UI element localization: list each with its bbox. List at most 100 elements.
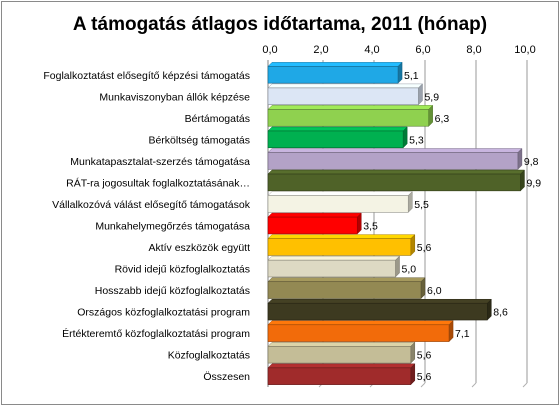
category-label: RÁT-ra jogosultak foglalkoztatásának… xyxy=(66,176,250,189)
bar-front-face xyxy=(267,302,488,321)
chart-title: A támogatás átlagos időtartama, 2011 (hó… xyxy=(72,14,488,35)
bar-front-face xyxy=(267,66,399,84)
bar-front-face xyxy=(267,87,419,105)
data-label: 9,9 xyxy=(526,177,541,189)
bar-front-face xyxy=(267,367,412,385)
category-label: Rövid idejű közfoglalkoztatás xyxy=(115,264,250,276)
bar-side-face xyxy=(410,234,416,257)
data-label: 5,6 xyxy=(417,371,432,383)
bar-side-face xyxy=(418,83,423,106)
bar-front-face xyxy=(267,152,519,170)
data-label: 3,5 xyxy=(363,221,378,233)
data-label: 6,0 xyxy=(427,285,442,297)
bar-top-face xyxy=(267,126,408,132)
category-label: Értékteremtő közfoglalkoztatási program xyxy=(62,327,250,340)
bar xyxy=(267,104,434,127)
data-label: 5,9 xyxy=(424,91,439,103)
category-label: Munkahelymegőrzés támogatása xyxy=(95,221,250,233)
bar xyxy=(267,212,362,235)
data-label: 5,6 xyxy=(417,350,432,362)
bar xyxy=(267,234,416,257)
gridline-floor xyxy=(471,382,477,388)
bar-top-face xyxy=(267,83,424,89)
bar-side-face xyxy=(517,147,523,170)
category-label: Közfoglalkoztatás xyxy=(168,350,250,362)
x-tick-label: 0,0 xyxy=(262,44,277,56)
bar xyxy=(267,169,526,192)
category-label: Vállalkozóvá válást elősegítő támogatáso… xyxy=(52,199,251,211)
x-tick-label: 4,0 xyxy=(364,44,379,56)
bar-side-face xyxy=(410,363,416,386)
x-tick-label: 2,0 xyxy=(313,44,328,56)
bar-top-face xyxy=(267,105,434,110)
data-label: 5,5 xyxy=(414,199,429,211)
category-label: Országos közfoglalkoztatási program xyxy=(77,307,250,319)
data-label: 8,6 xyxy=(493,307,508,319)
bar-front-face xyxy=(267,281,422,299)
bar xyxy=(267,83,424,106)
bar xyxy=(267,61,403,84)
data-label: 5,6 xyxy=(417,242,432,254)
bar-side-face xyxy=(408,190,413,213)
bar xyxy=(267,341,416,364)
data-label: 7,1 xyxy=(455,328,470,340)
category-label: Bérköltség támogatás xyxy=(148,134,250,146)
bar-side-face xyxy=(402,126,408,149)
category-label: Munkaviszonyban állók képzése xyxy=(99,91,250,103)
bar-side-face xyxy=(357,212,362,235)
bar-front-face xyxy=(267,195,409,213)
bar-side-face xyxy=(487,298,492,321)
data-label: 5,3 xyxy=(409,134,424,146)
bar-front-face xyxy=(267,216,358,235)
x-tick-label: 10,0 xyxy=(514,44,535,56)
bar-top-face xyxy=(267,255,401,261)
x-tick-label: 8,0 xyxy=(466,44,481,56)
bar-side-face xyxy=(520,169,525,192)
bar-top-face xyxy=(267,342,416,347)
data-label: 9,8 xyxy=(524,156,539,168)
bar-side-face xyxy=(397,61,403,84)
category-label: Aktív eszközök együtt xyxy=(148,242,250,254)
category-label: Foglalkoztatást elősegítő képzési támoga… xyxy=(43,70,250,82)
category-label: Hosszabb idejű közfoglalkoztatás xyxy=(95,285,250,297)
category-label: Munkatapasztalat-szerzés támogatása xyxy=(70,156,250,168)
bar-top-face xyxy=(267,363,416,369)
bar xyxy=(267,363,416,386)
gridline-floor xyxy=(420,382,426,388)
bar-side-face xyxy=(410,341,416,364)
bar-front-face xyxy=(267,109,429,127)
gridline-floor xyxy=(522,382,528,388)
bar xyxy=(267,298,492,321)
bar-side-face xyxy=(420,277,426,300)
bar-top-face xyxy=(267,277,426,282)
bar-front-face xyxy=(267,130,404,149)
category-label: Összesen xyxy=(203,371,250,383)
bar xyxy=(267,147,523,170)
bar-front-face xyxy=(267,238,412,256)
bar-top-face xyxy=(267,212,362,218)
bar xyxy=(267,126,408,149)
bar-top-face xyxy=(267,298,492,304)
bar-front-face xyxy=(267,346,412,364)
bar-side-face xyxy=(448,320,454,343)
bar-top-face xyxy=(267,62,403,67)
bar-top-face xyxy=(267,169,526,175)
bar xyxy=(267,255,401,278)
bar-top-face xyxy=(267,320,454,326)
bar-front-face xyxy=(267,259,396,278)
data-label: 5,1 xyxy=(404,70,419,82)
bar-top-face xyxy=(267,234,416,239)
data-label: 6,3 xyxy=(435,113,450,125)
bar xyxy=(267,277,426,300)
bar-side-face xyxy=(428,104,433,127)
bar-side-face xyxy=(395,255,400,278)
data-label: 5,0 xyxy=(402,264,417,276)
category-label: Bértámogatás xyxy=(185,113,250,125)
bar-front-face xyxy=(267,324,450,342)
bar xyxy=(267,320,454,343)
bar-top-face xyxy=(267,191,413,196)
bar-top-face xyxy=(267,148,523,153)
bar xyxy=(267,190,413,213)
